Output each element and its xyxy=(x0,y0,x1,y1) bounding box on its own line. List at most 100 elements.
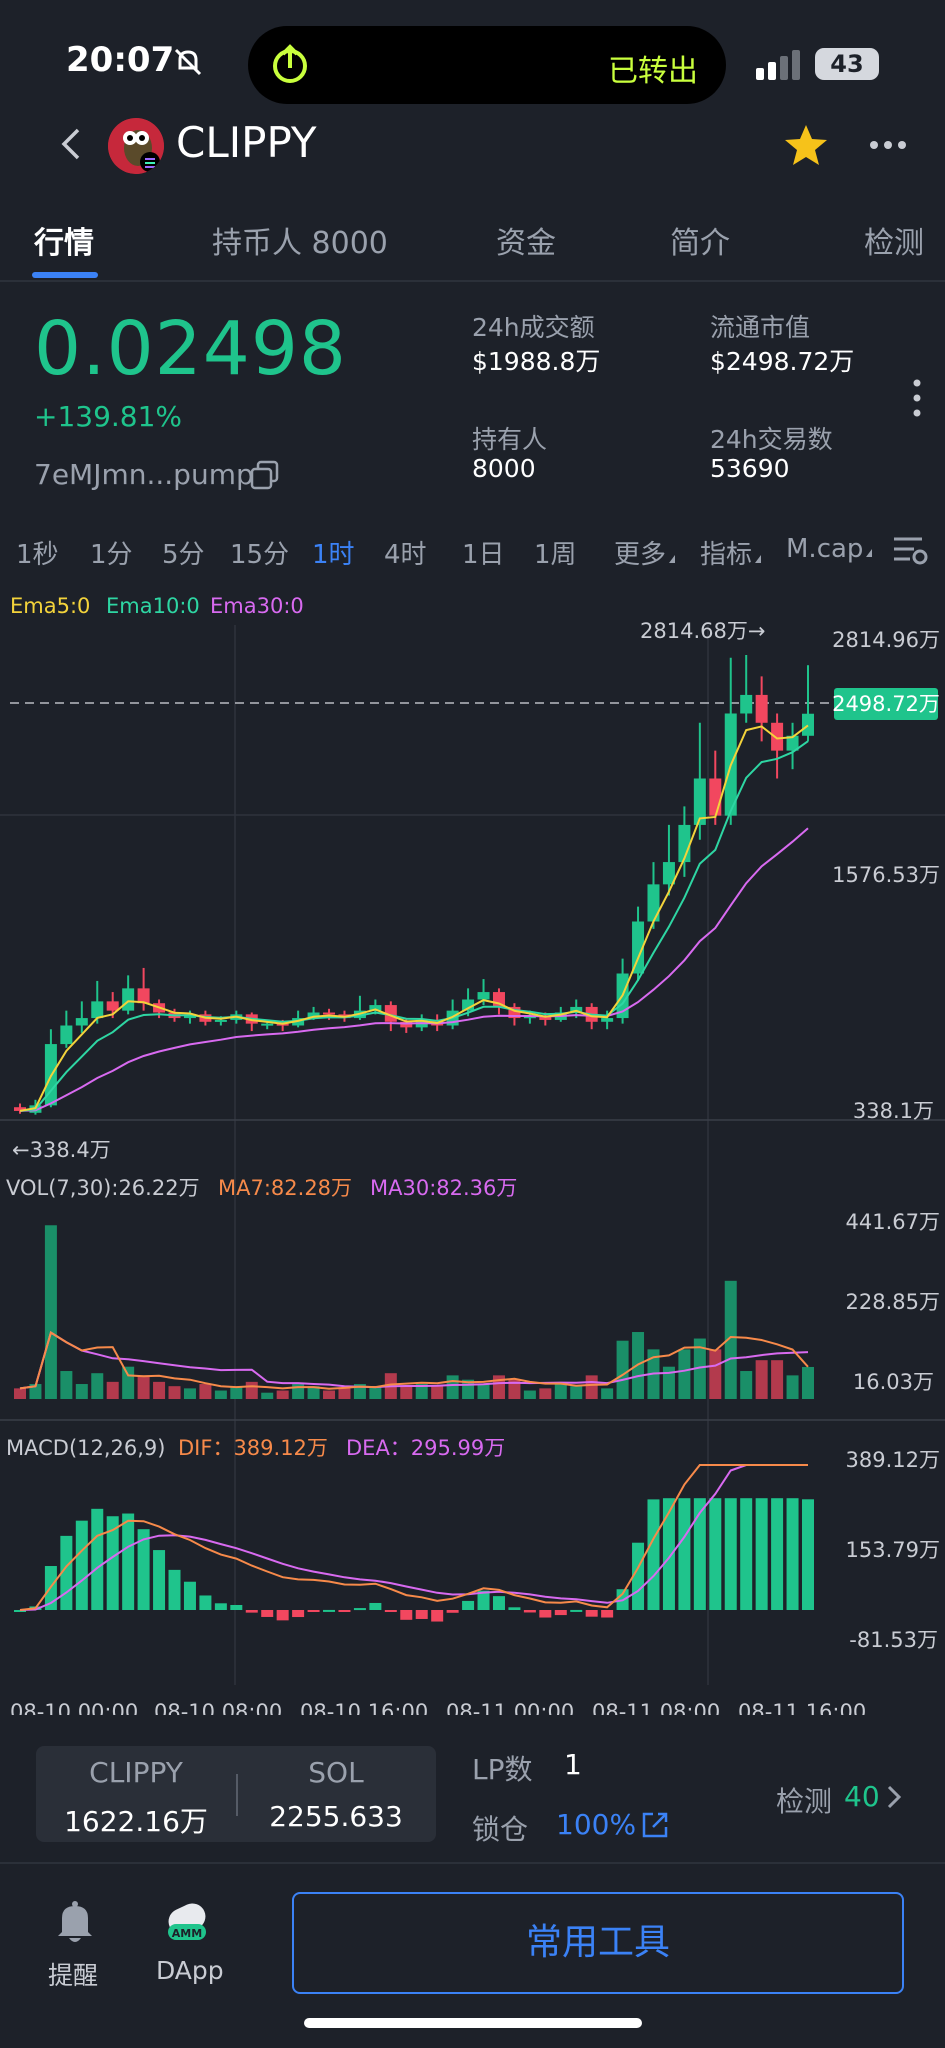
home-indicator[interactable] xyxy=(304,2018,642,2028)
ema5-line xyxy=(19,724,809,1112)
volume-bar xyxy=(137,1375,150,1399)
interval-1w[interactable]: 1周 xyxy=(534,540,577,570)
macd-axis-low: -81.53万 xyxy=(849,1628,938,1652)
interval-5m[interactable]: 5分 xyxy=(162,540,205,570)
contract-address[interactable]: 7eMJmn...pump xyxy=(34,458,254,491)
alert-label[interactable]: 提醒 xyxy=(48,1961,99,1990)
tab-indicator xyxy=(32,272,98,278)
macd-bar xyxy=(678,1498,691,1610)
chart-settings-icon[interactable] xyxy=(892,534,928,566)
macd-bar xyxy=(585,1610,598,1617)
macd-bar xyxy=(508,1607,521,1610)
volume-bar xyxy=(183,1388,196,1399)
volume-bar xyxy=(709,1349,722,1399)
interval-4h[interactable]: 4时 xyxy=(384,540,427,570)
time-axis-1: 08-10 08:00 xyxy=(154,1700,282,1715)
time-axis-4: 08-11 08:00 xyxy=(592,1700,720,1715)
mcap-label: 流通市值 xyxy=(710,313,811,342)
favorite-star-icon[interactable] xyxy=(782,122,830,170)
detect-score-label[interactable]: 检测 xyxy=(776,1785,833,1818)
interval-more[interactable]: 更多 xyxy=(614,534,675,571)
macd-bar xyxy=(523,1610,536,1613)
volume-bar xyxy=(539,1388,552,1399)
macd-bar xyxy=(570,1609,583,1612)
macd-bar xyxy=(307,1610,320,1612)
current-price-tag-text: 2498.72万 xyxy=(832,692,940,716)
macd-axis-mid: 153.79万 xyxy=(846,1538,940,1562)
lp-count-value: 1 xyxy=(564,1748,582,1781)
vertical-more-icon[interactable] xyxy=(912,378,922,418)
interval-1m[interactable]: 1分 xyxy=(90,540,133,570)
interval-15m[interactable]: 15分 xyxy=(230,540,290,570)
tab-market[interactable]: 行情 xyxy=(34,226,94,261)
candle-body xyxy=(91,1001,104,1019)
detect-score-value[interactable]: 40 xyxy=(844,1780,880,1813)
tab-holders[interactable]: 持币人 8000 xyxy=(212,226,388,261)
macd-bar xyxy=(462,1600,475,1610)
external-link-icon[interactable] xyxy=(640,1810,670,1840)
vol-axis-high: 441.67万 xyxy=(846,1210,940,1234)
lock-label: 锁仓 xyxy=(472,1813,529,1846)
chevron-right-icon[interactable] xyxy=(884,1784,904,1810)
tab-divider xyxy=(0,280,945,282)
volume-bar xyxy=(431,1386,444,1399)
upload-icon xyxy=(273,44,307,83)
amm-dapp-icon[interactable]: AMM xyxy=(164,1900,210,1946)
txns-value: 53690 xyxy=(710,454,790,483)
volume-bar xyxy=(693,1338,706,1399)
tab-detect[interactable]: 检测 xyxy=(864,226,924,261)
volume-bar xyxy=(446,1375,459,1399)
more-options-icon[interactable] xyxy=(868,130,908,160)
status-time: 20:07 xyxy=(66,40,175,80)
volume-bar xyxy=(771,1360,784,1399)
back-arrow-icon[interactable] xyxy=(52,124,92,164)
signal-icon xyxy=(756,50,800,80)
macd-bar xyxy=(755,1498,768,1610)
candle-body xyxy=(570,1006,583,1013)
macd-bar xyxy=(740,1498,753,1610)
interval-1h[interactable]: 1时 xyxy=(312,540,355,570)
battery-indicator: 43 xyxy=(815,48,879,80)
bell-icon[interactable] xyxy=(54,1900,96,1944)
candle-body xyxy=(647,884,660,922)
candle-body xyxy=(14,1107,26,1111)
interval-1d[interactable]: 1日 xyxy=(462,540,505,570)
dynamic-island[interactable]: 已转出 xyxy=(248,26,726,104)
mcap-toggle-label: M.cap xyxy=(786,534,864,564)
candle-body xyxy=(369,1005,382,1011)
common-tools-button[interactable]: 常用工具 xyxy=(292,1892,904,1994)
volume-bar xyxy=(400,1386,413,1399)
interval-1s[interactable]: 1秒 xyxy=(16,540,59,570)
ema5-legend: Ema5:0 xyxy=(10,594,90,618)
volume-bar xyxy=(724,1280,737,1399)
candle-body xyxy=(771,722,784,751)
candle-body xyxy=(183,1014,196,1019)
mcap-toggle[interactable]: M.cap xyxy=(786,534,872,564)
price-axis-low: 338.1万 xyxy=(853,1099,934,1123)
indicators-selector[interactable]: 指标 xyxy=(700,534,761,571)
volume-bar xyxy=(662,1366,675,1399)
candle-body xyxy=(601,1018,614,1022)
macd-bar xyxy=(122,1513,135,1610)
price-chart[interactable]: 2498.72万 Ema5:0 Ema10:0 Ema30:0 2814.96万… xyxy=(0,585,945,1715)
dapp-label[interactable]: DApp xyxy=(156,1956,224,1985)
volume-bar xyxy=(585,1375,598,1399)
volume-bar xyxy=(199,1384,212,1399)
candle-body xyxy=(137,988,150,1004)
macd-bar xyxy=(183,1581,196,1610)
candle-body xyxy=(261,1023,274,1026)
volume-bar xyxy=(168,1386,181,1399)
candle-body xyxy=(662,862,675,885)
candle-body xyxy=(477,992,490,1000)
tab-intro[interactable]: 简介 xyxy=(670,226,730,261)
copy-icon[interactable] xyxy=(250,460,280,490)
time-axis-3: 08-11 00:00 xyxy=(446,1700,574,1715)
lock-value[interactable]: 100% xyxy=(556,1808,637,1841)
volume-bar xyxy=(106,1381,119,1399)
token-name: CLIPPY xyxy=(176,118,317,167)
mcap-value: $2498.72万 xyxy=(710,347,855,376)
volume-bar xyxy=(508,1379,521,1399)
tab-funds[interactable]: 资金 xyxy=(496,226,556,261)
ema30-line xyxy=(19,827,809,1112)
macd-bar xyxy=(106,1516,119,1610)
